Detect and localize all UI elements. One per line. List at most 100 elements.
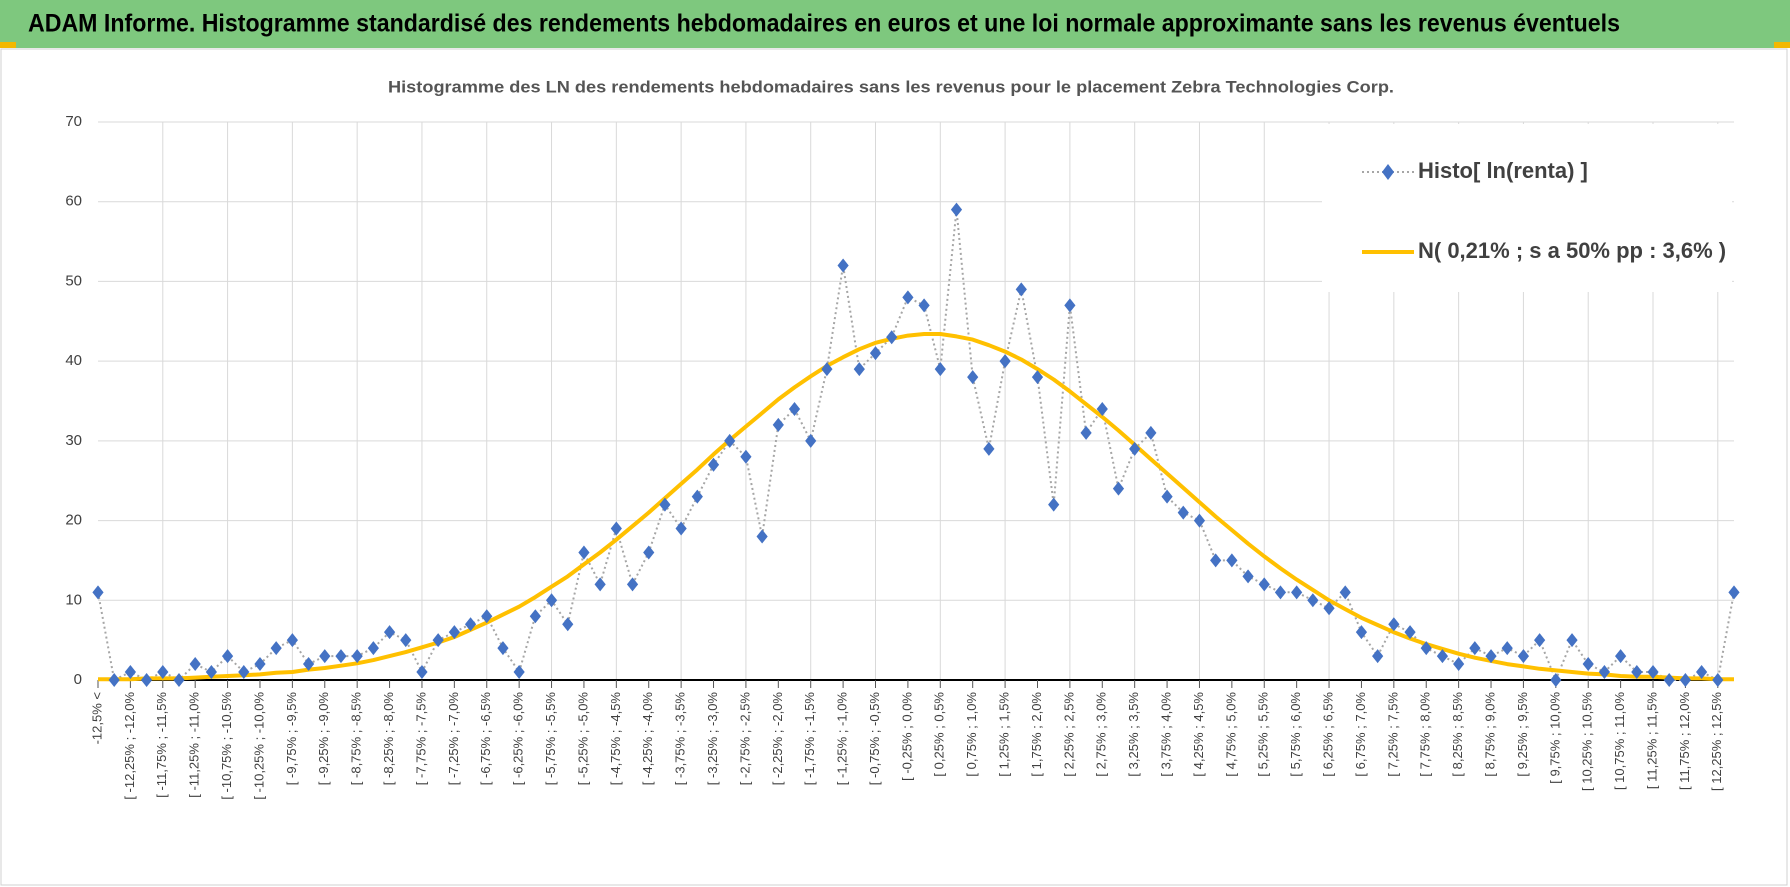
point [157,665,169,680]
point [659,497,671,512]
y-tick-label: 10 [65,591,82,608]
point [1258,577,1270,592]
x-tick-label: [ -0,75% ; -0,5% [867,692,882,786]
point [351,649,363,664]
x-tick-label: [ 1,25% ; 1,5% [997,692,1012,777]
point [1112,481,1125,496]
point [1550,673,1562,687]
x-tick-label: [ -5,25% ; -5,0% [575,692,590,786]
point [270,641,282,656]
x-tick-label: [ 8,25% ; 8,5% [1450,692,1465,777]
x-tick-label: [ -6,75% ; -6,5% [478,692,493,786]
point [756,529,768,544]
y-tick-label: 50 [65,272,82,289]
chart-border [0,48,1788,886]
x-tick-label: [ -1,75% ; -1,5% [802,692,817,786]
point [1631,665,1643,680]
point [594,577,606,592]
point [1355,625,1368,640]
point [432,633,444,648]
chart-title: Histogramme des LN des rendements hebdom… [388,77,1394,96]
x-tick-label: [ -8,25% ; -8,0% [381,692,396,786]
x-tick-label: -12,5% < [89,692,104,744]
x-tick-label: [ 4,75% ; 5,0% [1223,692,1238,777]
page-title: ADAM Informe. Histogramme standardisé de… [28,10,1620,38]
point [1517,649,1530,664]
x-tick-label: [ -8,75% ; -8,5% [349,692,364,786]
x-tick-label: [ 6,25% ; 6,5% [1320,692,1335,777]
x-tick-label: [ -10,25% ; -10,0% [251,692,266,800]
point [1145,425,1157,440]
point [788,401,801,416]
x-tick-label: [ -2,25% ; -2,0% [770,692,785,786]
x-tick-label: [ -6,25% ; -6,0% [511,692,526,786]
point [853,362,865,377]
x-tick-label: [ -0,25% ; 0,0% [899,692,914,781]
point [497,641,509,656]
header-accent [1774,42,1790,48]
point [934,362,946,377]
x-tick-label: [ -12,25% ; -12,0% [122,692,137,800]
point [1728,585,1740,600]
point [1615,649,1627,664]
x-tick-label: [ 9,25% ; 9,5% [1515,692,1530,777]
legend-label: N( 0,21% ; s a 50% pp : 3,6% ) [1418,238,1726,263]
header-bar [0,0,1790,48]
point [1096,401,1108,416]
point [367,641,379,656]
x-tick-label: [ -10,75% ; -10,5% [219,692,234,800]
point [1453,657,1465,672]
point [1307,593,1319,608]
point [626,577,639,592]
point [1193,513,1206,528]
point [302,657,315,672]
point [707,457,720,472]
point [740,449,752,464]
point [1679,673,1692,687]
x-tick-label: [ 9,75% ; 10,0% [1547,692,1562,784]
point [124,665,136,680]
x-tick-label: [ -3,75% ; -3,5% [673,692,688,786]
point [92,585,104,600]
plot [92,202,1740,687]
point [254,657,266,672]
point [1663,673,1675,687]
x-tick-label: [ -11,25% ; -11,0% [187,692,202,798]
point [691,489,703,504]
point [383,625,396,640]
point [1339,585,1351,600]
point [205,665,217,680]
point [1015,282,1027,297]
point [886,330,898,345]
point [643,545,655,560]
legend-box [1322,124,1732,292]
point [1291,585,1303,600]
point [481,609,493,624]
point [238,665,250,680]
x-tick-label: [ 7,25% ; 7,5% [1385,692,1400,777]
point [286,633,298,648]
x-labels: -12,5% < [ -12,25% ; -12,0% [ -11,75% ; -1… [89,680,1724,800]
point [464,617,477,632]
point [562,617,574,632]
y-tick-label: 40 [65,352,82,369]
x-tick-label: [ -9,25% ; -9,0% [316,692,331,786]
point [1048,497,1060,512]
point [108,673,120,687]
point [610,521,622,536]
point [1647,665,1659,680]
y-tick-label: 30 [65,432,82,449]
series-line [98,332,1734,682]
x-tick-label: [ 0,25% ; 0,5% [932,692,947,777]
point [1712,673,1724,687]
point [319,649,331,664]
x-tick-label: [ 8,75% ; 9,0% [1482,692,1497,777]
x-tick-label: [ 5,75% ; 6,0% [1288,692,1303,777]
point [902,290,914,305]
x-tick-label: [ -7,25% ; -7,0% [446,692,461,786]
x-tick-label: [ -4,75% ; -4,5% [608,692,623,786]
point [983,441,995,456]
point [967,370,979,385]
point [1242,569,1254,584]
